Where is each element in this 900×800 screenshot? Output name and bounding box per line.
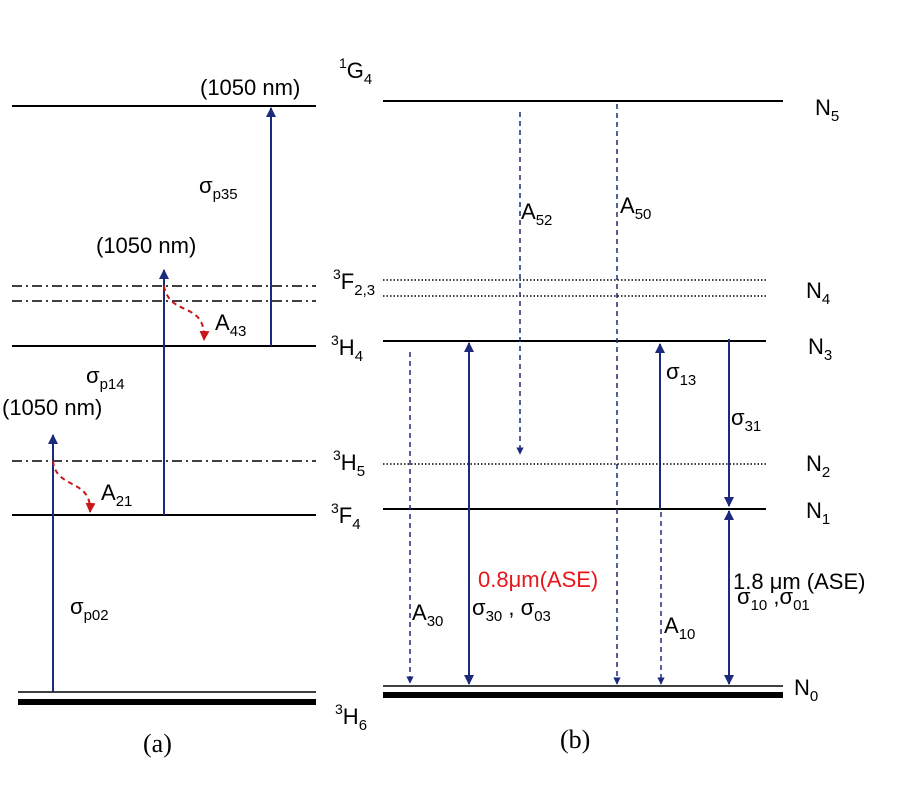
sigma-p02-label: σp02 (70, 594, 109, 624)
a10-label: A10 (664, 613, 695, 643)
n1-label: N1 (806, 498, 830, 528)
n5-label: N5 (815, 95, 839, 125)
sigma30-03-label: σ30 , σ03 (472, 595, 551, 625)
panel-b-caption: (b) (560, 725, 590, 754)
sigma-p35-label: σp35 (199, 173, 238, 203)
n2-label: N2 (806, 451, 830, 481)
term-f23: 3F2,3 (333, 266, 375, 299)
a52-label: A52 (521, 199, 552, 229)
a43-label: A43 (215, 310, 246, 340)
relax-arrow-a21 (52, 460, 96, 513)
n0-label: N0 (794, 675, 818, 705)
n3-label: N3 (808, 334, 832, 364)
sigma-p14-label: σp14 (86, 363, 125, 393)
ase-0-8-label: 0.8μm(ASE) (478, 567, 598, 592)
term-g4: 1G4 (339, 55, 372, 88)
sigma10-01-label: σ10 ,σ01 (737, 584, 810, 614)
panel-b: N5 N4 N3 N2 N1 N0 A52 A50 A30 A10 σ13 σ3… (383, 95, 865, 754)
ase-1-8-label: 1.8 μm (ASE) (733, 569, 865, 594)
sigma31-label: σ31 (731, 405, 761, 435)
sigma13-label: σ13 (666, 359, 696, 389)
a30-label: A30 (412, 600, 443, 630)
term-h5: 3H5 (333, 447, 365, 480)
a50-label: A50 (620, 193, 651, 223)
panel-a-caption: (a) (143, 729, 172, 758)
panel-a: (1050 nm) (1050 nm) (1050 nm) σp35 σp14 … (2, 75, 316, 758)
n4-label: N4 (806, 278, 830, 308)
term-h6: 3H6 (335, 701, 367, 734)
pump-wavelength-label-top: (1050 nm) (200, 75, 300, 100)
term-h4: 3H4 (331, 332, 363, 365)
pump-wavelength-label-low: (1050 nm) (2, 395, 102, 420)
a21-label: A21 (101, 480, 132, 510)
term-f4: 3F4 (331, 500, 361, 533)
pump-wavelength-label-mid: (1050 nm) (96, 233, 196, 258)
relax-arrow-a43 (163, 285, 210, 341)
level-terms: 1G4 3F2,3 3H4 3H5 3F4 3H6 (331, 55, 375, 734)
